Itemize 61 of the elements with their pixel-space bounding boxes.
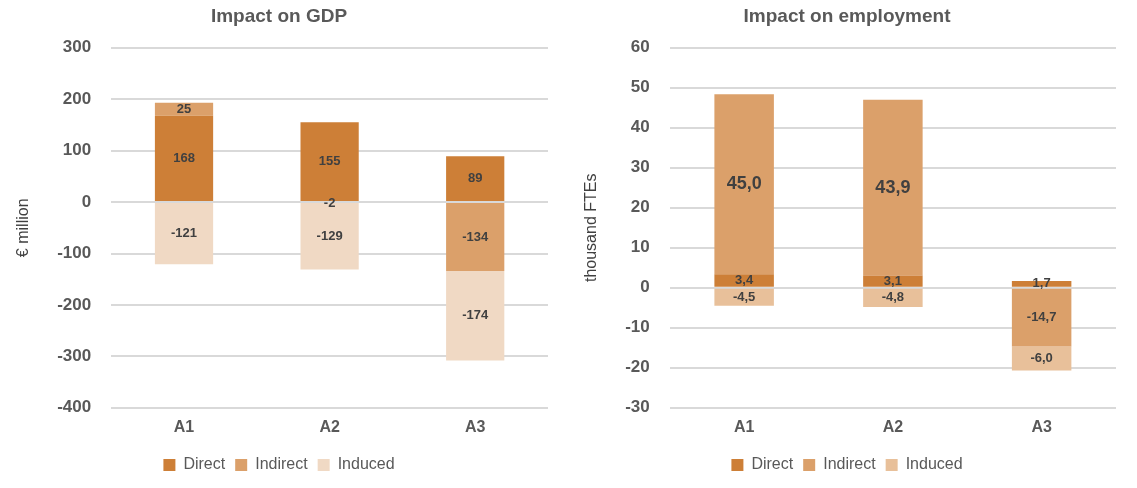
data-label: 45,0 (726, 173, 762, 194)
y-tick-label: -20 (625, 357, 650, 377)
y-tick-label: 300 (62, 37, 92, 57)
x-tick-label: A3 (1031, 417, 1052, 435)
y-tick-label: -200 (57, 294, 92, 314)
legend-label: Indirect (255, 455, 309, 473)
y-tick-label: 200 (62, 88, 92, 108)
x-tick-label: A1 (733, 417, 755, 435)
data-label: -6,0 (1030, 350, 1053, 366)
legend-label: Induced (337, 455, 395, 473)
data-label: 168 (173, 149, 195, 165)
bar (1011, 346, 1072, 371)
data-label: 43,9 (875, 176, 911, 197)
legend-label: Induced (905, 455, 963, 473)
y-tick-label: 100 (62, 140, 92, 160)
data-label: -129 (316, 227, 343, 243)
data-label: -4,5 (732, 288, 756, 304)
y-tick-label: -300 (57, 346, 92, 366)
y-tick-label: 40 (630, 117, 650, 137)
y-tick-label: 60 (630, 37, 650, 57)
y-tick-label: -100 (57, 243, 92, 263)
bar (446, 203, 505, 271)
y-tick-label: 20 (630, 197, 650, 217)
bar (446, 271, 505, 361)
x-tick-label: A2 (319, 417, 340, 435)
data-label: -121 (171, 225, 198, 241)
chart-title: Impact on GDP (210, 4, 348, 26)
data-label: 25 (176, 100, 192, 116)
legend-label: Indirect (823, 455, 877, 473)
y-tick-label: -400 (57, 397, 92, 417)
x-tick-label: A3 (464, 417, 486, 435)
data-label: 3,1 (883, 272, 902, 288)
y-tick-label: -10 (625, 317, 650, 337)
x-tick-label: A2 (882, 417, 904, 435)
chart-title: Impact on employment (743, 4, 952, 26)
data-label: -14,7 (1026, 309, 1057, 325)
bar (154, 203, 214, 265)
y-tick-label: 10 (630, 237, 650, 257)
legend-label: Direct (751, 455, 794, 473)
data-label: -4,8 (881, 289, 905, 305)
y-axis-title: thousand FTEs (582, 173, 600, 283)
y-tick-label: -30 (625, 397, 650, 417)
bar (1011, 288, 1072, 347)
y-tick-label: 0 (640, 277, 650, 297)
y-tick-label: 50 (630, 77, 650, 97)
y-tick-label: 0 (81, 191, 92, 211)
data-label: 3,4 (735, 272, 754, 288)
bar (154, 115, 214, 202)
legend-label: Direct (183, 455, 226, 473)
data-label: -174 (462, 307, 489, 323)
bar (863, 99, 923, 276)
y-axis-title: € million (14, 198, 32, 258)
data-label: 89 (467, 170, 483, 186)
bar (714, 274, 774, 287)
x-tick-label: A1 (173, 417, 195, 435)
bar (714, 94, 774, 275)
bar (863, 275, 923, 287)
data-label: -134 (462, 228, 489, 244)
data-label: 155 (318, 153, 341, 169)
bar (446, 156, 505, 202)
y-tick-label: 30 (630, 157, 650, 177)
